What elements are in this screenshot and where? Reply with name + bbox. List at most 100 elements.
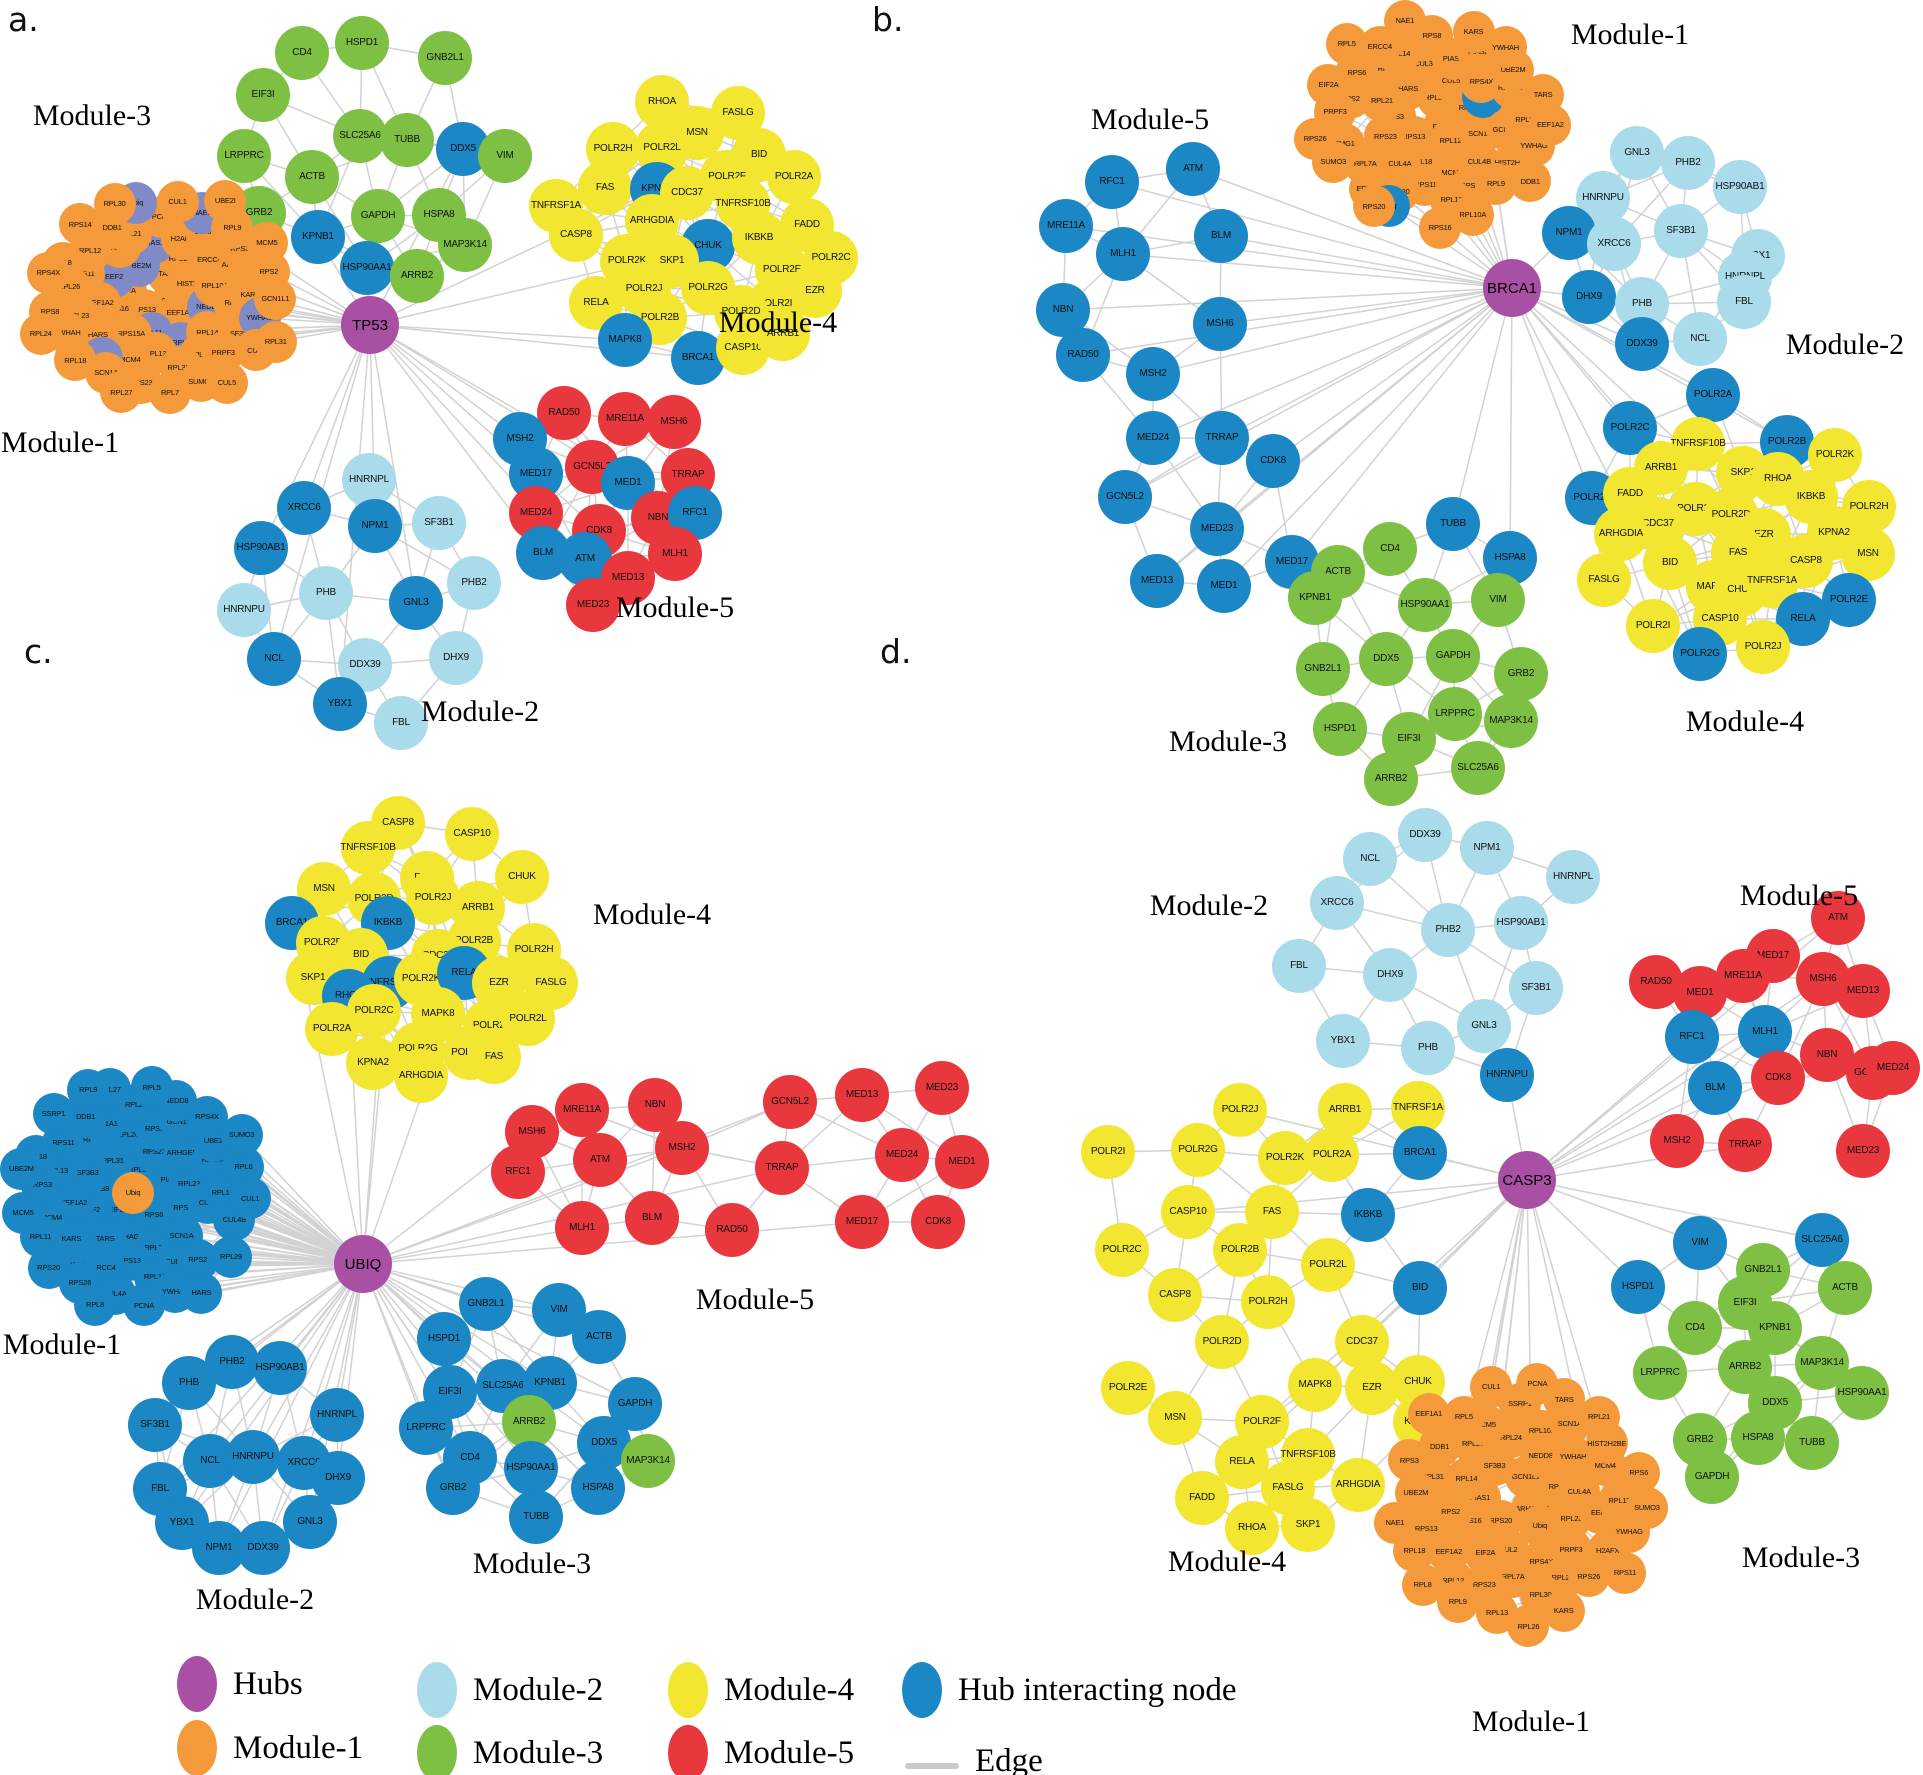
edge (471, 833, 479, 909)
edge (861, 1161, 963, 1223)
module-label-module-1: Module-1 (0, 426, 120, 459)
edge (1424, 604, 1454, 657)
edge (1298, 965, 1391, 976)
edge (252, 1456, 339, 1479)
edge (599, 1104, 656, 1161)
edge (323, 888, 375, 900)
edge (1122, 168, 1194, 255)
edge (177, 201, 203, 214)
edge (1694, 1327, 1746, 1368)
edge (1424, 834, 1449, 931)
edge (1744, 1366, 1759, 1439)
edge (535, 1487, 599, 1518)
edge (303, 1462, 311, 1523)
edge (1606, 1500, 1620, 1551)
edge (291, 922, 350, 997)
edge (1510, 1437, 1527, 1477)
edge (199, 354, 202, 382)
edge (138, 265, 146, 310)
edge (1390, 767, 1479, 780)
edge (1356, 46, 1381, 73)
edge (1122, 253, 1221, 325)
edge (279, 1367, 338, 1416)
edge (1714, 1087, 1746, 1146)
edge (555, 205, 577, 236)
edge (1848, 553, 1869, 601)
edge (1483, 987, 1537, 1027)
module-label-module-4: Module-4 (718, 306, 838, 339)
edge (151, 1086, 177, 1102)
edge (1337, 571, 1387, 660)
edge (1526, 1179, 1823, 1241)
edge (1065, 181, 1113, 227)
edge (135, 201, 178, 204)
edge (1826, 1054, 1894, 1069)
edge (563, 412, 626, 420)
edge (1602, 197, 1682, 232)
edge (517, 1171, 583, 1229)
edge (1591, 427, 1631, 499)
edge (612, 132, 698, 150)
edge (317, 215, 379, 238)
edge (657, 474, 689, 519)
edge (1526, 1179, 1701, 1244)
edge (1389, 548, 1426, 606)
edge (415, 522, 440, 604)
edge (311, 135, 361, 178)
edge (374, 522, 440, 527)
edge (1659, 1327, 1696, 1374)
edge (1588, 1550, 1609, 1577)
edge (1568, 197, 1604, 234)
edge (1457, 1601, 1498, 1614)
edge (1361, 1341, 1419, 1383)
module-label-module-5: Module-5 (615, 591, 735, 624)
edge (1641, 230, 1682, 305)
edge (1267, 1264, 1329, 1303)
edge (1452, 655, 1456, 715)
edge (1241, 1461, 1253, 1529)
edge (364, 657, 457, 666)
edge (1447, 922, 1522, 931)
edge (789, 1094, 863, 1103)
edge (1699, 646, 1764, 655)
edge (1424, 599, 1499, 606)
edge (584, 466, 593, 560)
module-label-module-3: Module-3 (1168, 725, 1288, 758)
edge (521, 876, 535, 951)
legend-label: Module-4 (724, 1671, 855, 1708)
module-label-module-2: Module-2 (195, 1583, 315, 1616)
edge (1216, 528, 1293, 563)
edge (1536, 1384, 1543, 1431)
edge (1519, 1383, 1538, 1405)
module-label-module-4: Module-4 (592, 898, 712, 931)
edge (1519, 1398, 1565, 1405)
edge (1588, 296, 1643, 345)
edge (1417, 1287, 1421, 1383)
edge (1201, 1179, 1528, 1499)
edge (1719, 580, 1773, 620)
edge (452, 1457, 471, 1489)
edge (624, 288, 645, 341)
edge (339, 664, 366, 705)
edge (224, 200, 234, 229)
edge (1588, 296, 1643, 305)
edge (1687, 162, 1741, 188)
edge (1822, 978, 1828, 1056)
edge (1821, 1362, 1863, 1394)
edge (1124, 287, 1513, 498)
edge (624, 260, 673, 341)
edge (1477, 673, 1522, 769)
panel-letter-a: a. (8, 0, 39, 39)
edge (1388, 205, 1441, 229)
edge (362, 1101, 791, 1265)
edge (624, 339, 699, 359)
module-label-module-5: Module-5 (695, 1283, 815, 1316)
panel-letter-d: d. (880, 632, 912, 671)
edge (1834, 454, 1870, 508)
module-label-module-4: Module-4 (1167, 1545, 1287, 1578)
edge (549, 1336, 600, 1384)
edge (1216, 528, 1225, 587)
edge (1156, 580, 1225, 587)
edge (387, 922, 422, 980)
edge (1588, 1571, 1626, 1578)
